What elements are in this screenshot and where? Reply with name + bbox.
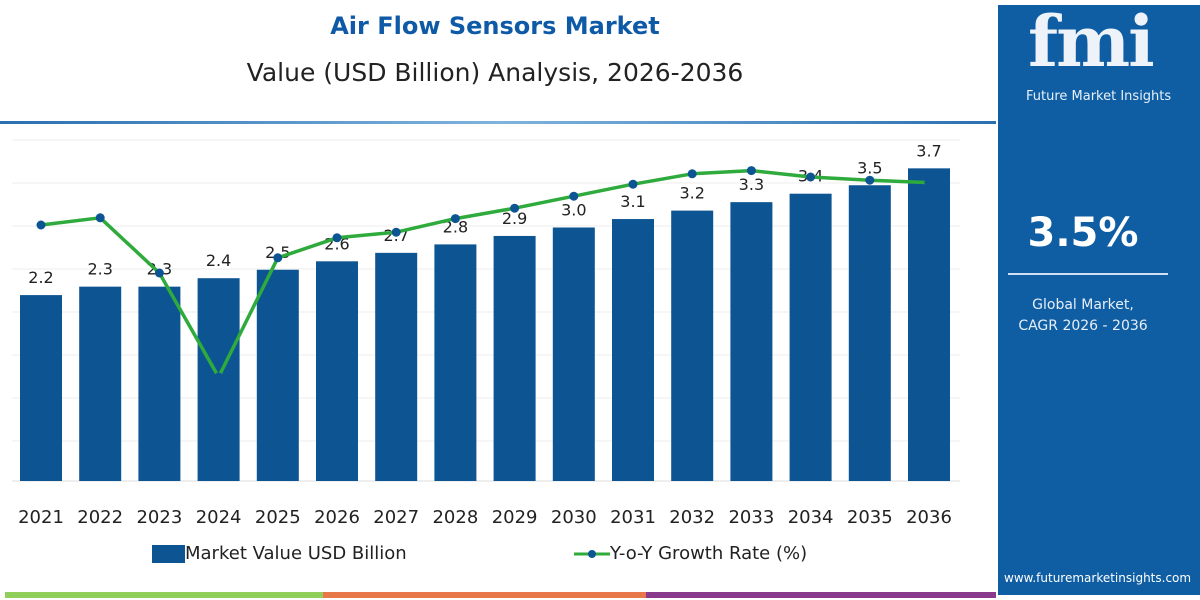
x-tick-2021: 2021 — [18, 507, 64, 528]
footer-strip-green — [5, 592, 323, 598]
data-label-2028: 2.8 — [443, 217, 468, 236]
growth-point-2036 — [924, 178, 934, 188]
combo-chart: 2.220212.320222.320232.420242.520252.620… — [12, 139, 960, 528]
growth-rate-line — [40, 168, 930, 379]
growth-point-2028 — [450, 214, 460, 224]
data-label-2031: 3.1 — [620, 192, 645, 211]
x-tick-2035: 2035 — [847, 507, 893, 528]
growth-point-2024 — [214, 372, 224, 382]
bar-2027 — [375, 252, 418, 481]
growth-point-2026 — [332, 233, 342, 243]
x-tick-2031: 2031 — [610, 507, 656, 528]
chart-title: Air Flow Sensors Market — [330, 12, 660, 40]
growth-point-2021 — [36, 220, 46, 230]
data-label-2021: 2.2 — [28, 268, 53, 287]
website-link[interactable]: www.futuremarketinsights.com — [1004, 571, 1192, 585]
bar-2031 — [612, 219, 654, 482]
data-label-2035: 3.5 — [857, 158, 882, 177]
bar-2032 — [671, 210, 714, 481]
x-tick-2032: 2032 — [669, 507, 715, 528]
x-tick-2025: 2025 — [255, 507, 301, 528]
growth-point-2022 — [95, 213, 105, 223]
fmi-logo: fmi — [1028, 0, 1155, 83]
bar-2033 — [730, 202, 773, 481]
data-label-2032: 3.2 — [679, 184, 704, 203]
growth-point-2031 — [628, 179, 638, 189]
growth-point-2035 — [865, 175, 875, 185]
x-tick-2033: 2033 — [728, 507, 774, 528]
data-label-2022: 2.3 — [87, 260, 112, 279]
growth-point-2025 — [273, 253, 283, 263]
bar-2025 — [256, 269, 299, 481]
x-tick-2028: 2028 — [432, 507, 478, 528]
data-label-2033: 3.3 — [739, 175, 764, 194]
bar-2034 — [789, 193, 832, 481]
cagr-label-line2: CAGR 2026 - 2036 — [1018, 318, 1148, 334]
x-tick-2026: 2026 — [314, 507, 360, 528]
x-tick-2029: 2029 — [492, 507, 538, 528]
growth-point-2029 — [510, 203, 520, 213]
cagr-divider — [1008, 273, 1168, 275]
data-label-2029: 2.9 — [502, 209, 527, 228]
bar-2029 — [493, 235, 536, 481]
logo-subtitle: Future Market Insights — [1026, 89, 1172, 104]
legend-bar-swatch — [152, 544, 185, 563]
legend-line-label: Y-o-Y Growth Rate (%) — [610, 543, 808, 564]
data-label-2036: 3.7 — [916, 141, 941, 160]
growth-point-2034 — [806, 172, 816, 182]
data-label-2024: 2.4 — [206, 251, 231, 270]
legend-line: Y-o-Y Growth Rate (%) — [574, 543, 807, 564]
footer-strip-purple — [646, 592, 996, 598]
header-divider — [0, 121, 996, 124]
cagr-value: 3.5% — [1027, 210, 1139, 256]
legend-bar-label: Market Value USD Billion — [185, 543, 407, 564]
growth-point-2033 — [746, 166, 756, 176]
legend-bar: Market Value USD Billion — [152, 543, 407, 564]
data-label-2030: 3.0 — [561, 201, 586, 220]
bar-2022 — [79, 286, 122, 481]
bar-2028 — [434, 244, 477, 481]
x-tick-2036: 2036 — [906, 507, 952, 528]
x-tick-2024: 2024 — [196, 507, 242, 528]
bar-2036 — [908, 168, 950, 481]
x-tick-2034: 2034 — [788, 507, 834, 528]
x-tick-2030: 2030 — [551, 507, 597, 528]
x-tick-2023: 2023 — [136, 507, 182, 528]
bar-2021 — [20, 295, 62, 481]
cagr-label-line1: Global Market, — [1032, 297, 1134, 313]
growth-point-2023 — [154, 268, 164, 278]
footer-strip-orange — [323, 592, 646, 598]
chart-subtitle: Value (USD Billion) Analysis, 2026-2036 — [246, 58, 744, 87]
cagr-label: Global Market, CAGR 2026 - 2036 — [998, 295, 1168, 337]
growth-point-2032 — [687, 169, 697, 179]
bar-2030 — [552, 227, 595, 481]
side-panel: fmi Future Market Insights 3.5% Global M… — [998, 5, 1200, 595]
bar-2026 — [316, 261, 358, 481]
legend-line-swatch — [574, 549, 610, 558]
bar-2035 — [848, 185, 891, 481]
growth-point-2027 — [391, 227, 401, 237]
bar-2023 — [138, 286, 181, 481]
x-tick-2027: 2027 — [373, 507, 419, 528]
x-tick-2022: 2022 — [77, 507, 123, 528]
growth-point-2030 — [569, 191, 579, 201]
